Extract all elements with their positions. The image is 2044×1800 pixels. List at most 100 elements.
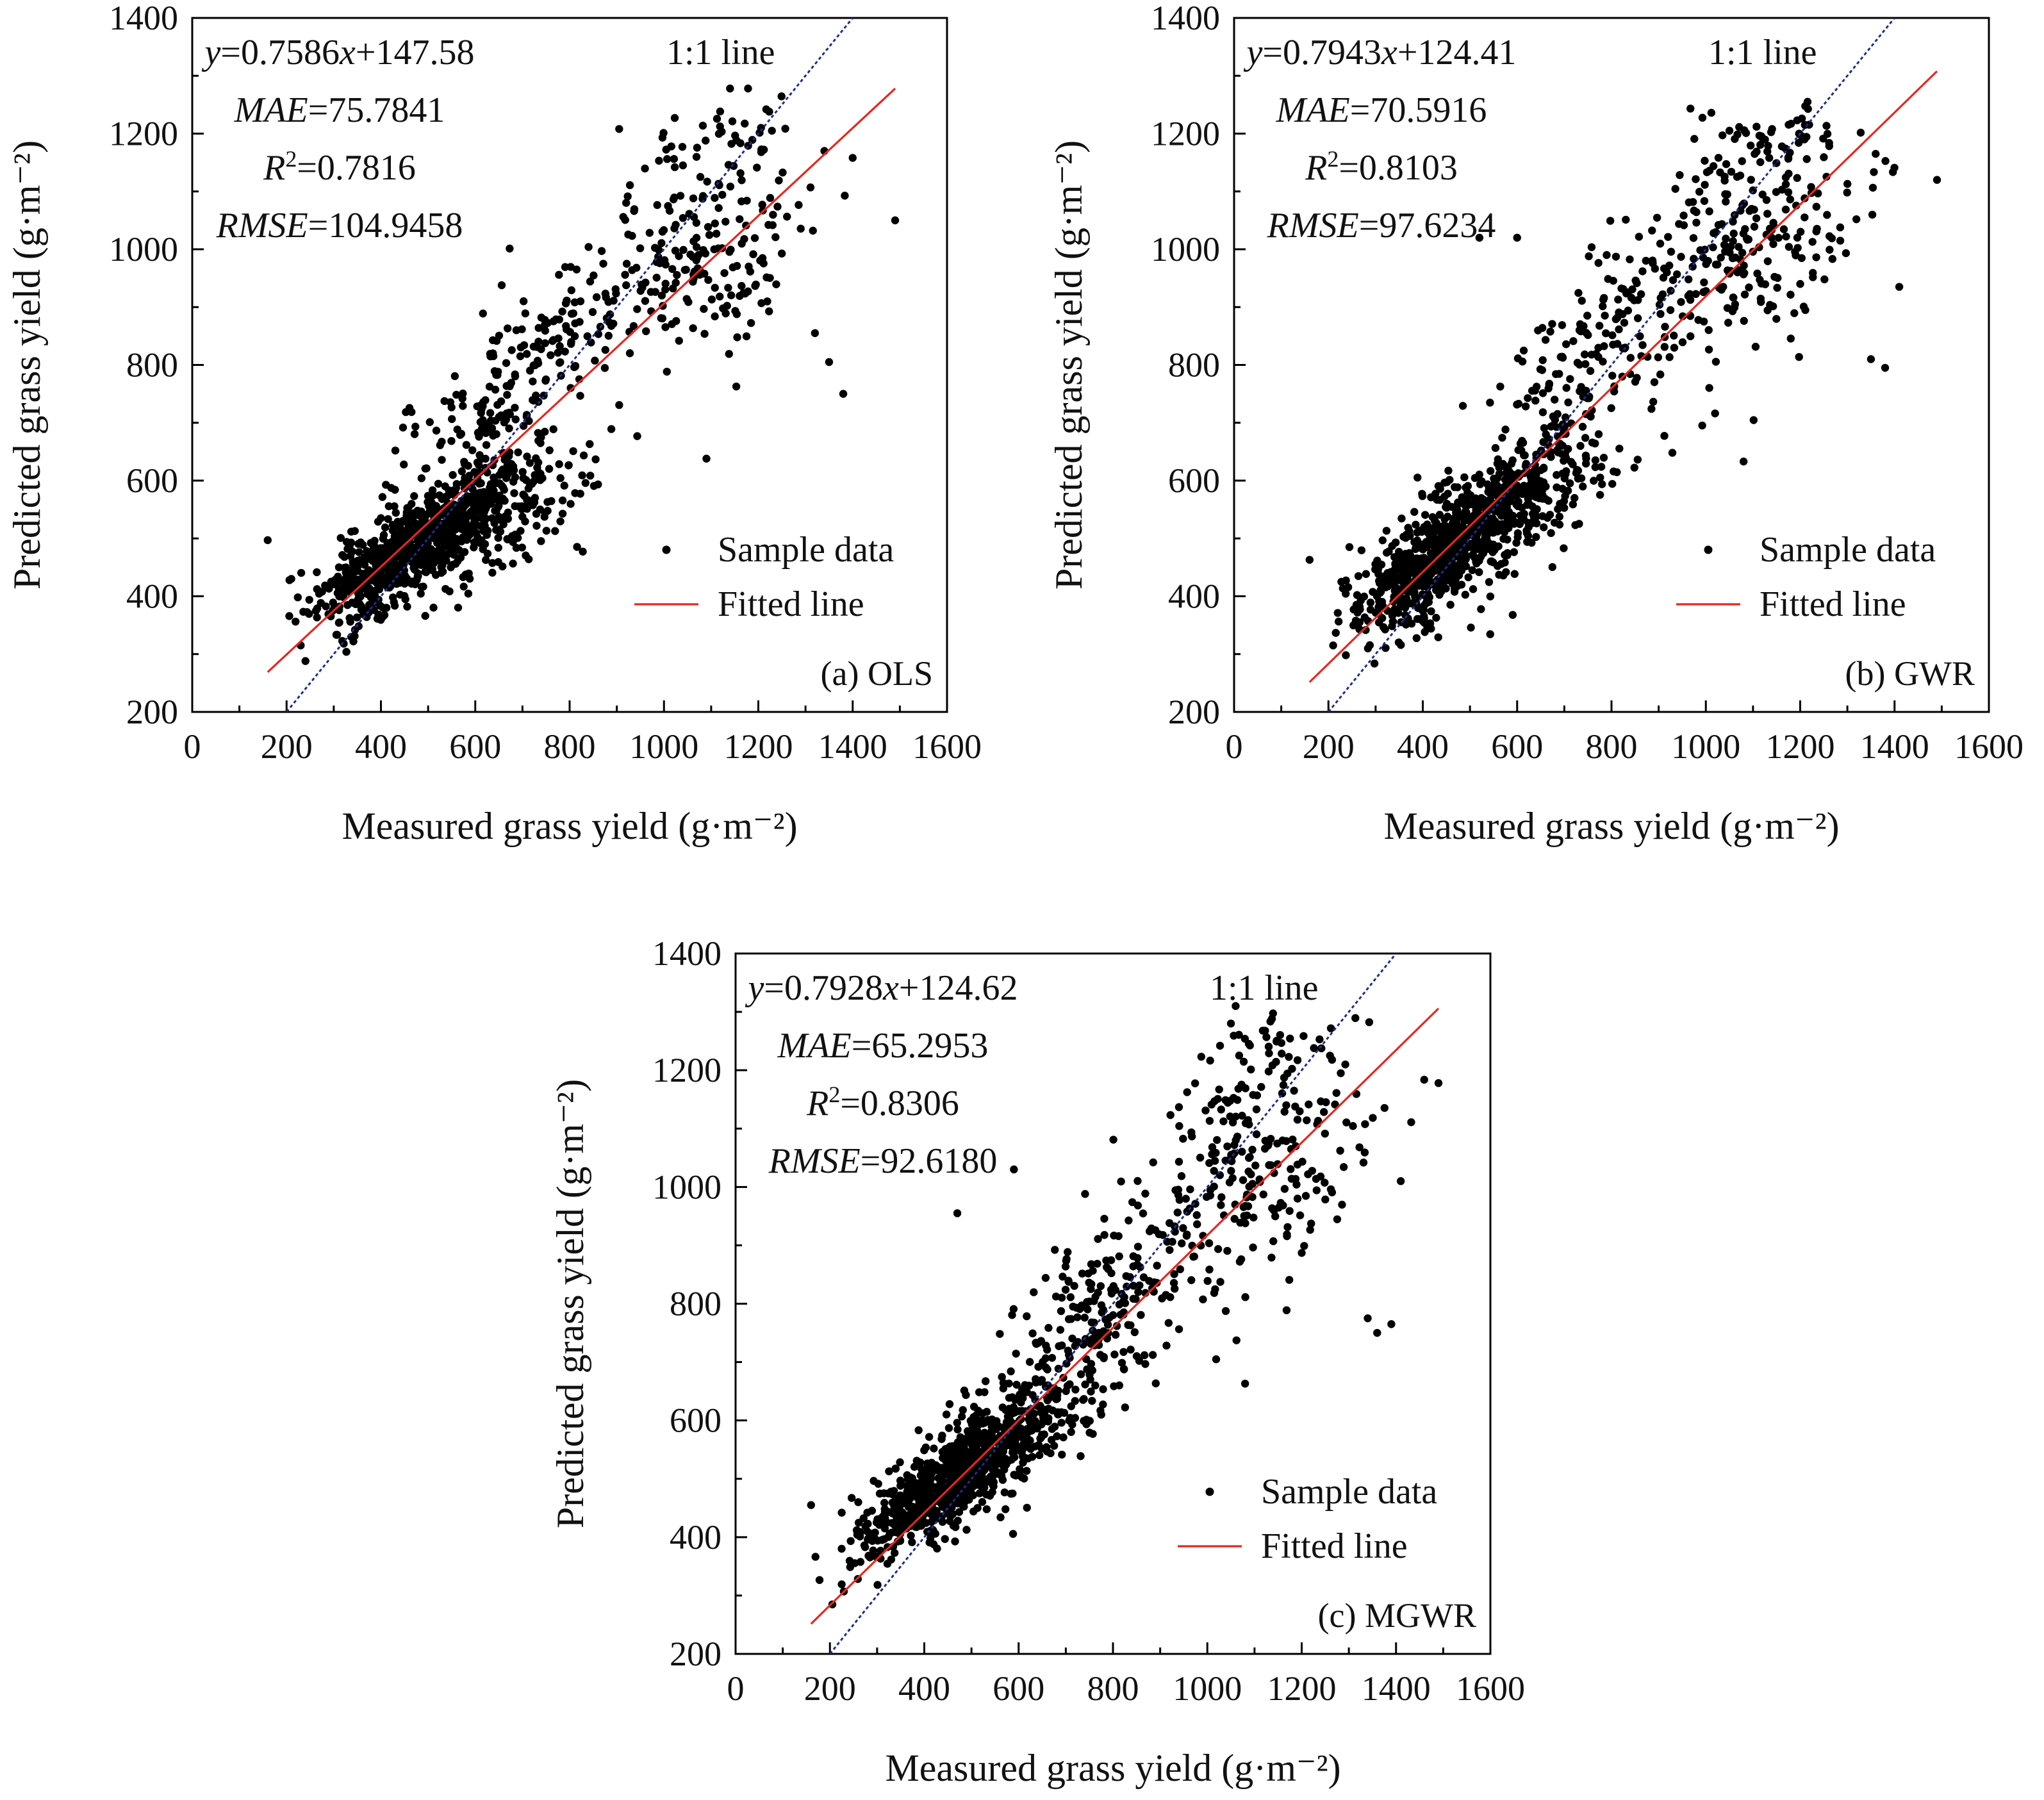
- sample-point: [297, 568, 306, 577]
- sample-point: [1723, 304, 1732, 312]
- sample-point: [1287, 1165, 1295, 1173]
- sample-point: [1668, 449, 1677, 457]
- sample-point: [475, 450, 484, 459]
- sample-point: [465, 574, 474, 583]
- sample-point: [1426, 619, 1435, 627]
- sample-point: [1545, 511, 1554, 519]
- sample-point: [356, 600, 364, 608]
- sample-point: [880, 1535, 889, 1543]
- sample-point: [1028, 1453, 1037, 1461]
- sample-point: [929, 1540, 938, 1549]
- sample-point: [1016, 1424, 1025, 1433]
- sample-point: [990, 1469, 999, 1478]
- sample-point: [1718, 220, 1726, 228]
- sample-point: [555, 460, 563, 468]
- sample-point: [479, 402, 487, 411]
- sample-point: [1292, 1142, 1300, 1150]
- sample-point: [1369, 1114, 1377, 1122]
- sample-point: [1517, 517, 1525, 526]
- sample-point: [1696, 246, 1704, 254]
- sample-point: [935, 1484, 944, 1492]
- sample-point: [1240, 1380, 1249, 1388]
- sample-point: [1076, 1370, 1085, 1378]
- sample-point: [1362, 570, 1371, 578]
- sample-point: [529, 342, 538, 351]
- sample-point: [1461, 502, 1470, 510]
- sample-point: [534, 359, 543, 368]
- sample-point: [1784, 243, 1793, 251]
- sample-point: [1470, 512, 1478, 520]
- sample-point: [1230, 1214, 1239, 1223]
- sample-point: [962, 1526, 971, 1534]
- sample-point: [1342, 1118, 1351, 1127]
- sample-point: [763, 297, 771, 306]
- sample-point: [736, 215, 744, 224]
- sample-point: [977, 1439, 985, 1448]
- sample-point: [699, 245, 707, 254]
- sample-point: [1740, 261, 1748, 270]
- sample-point: [1782, 232, 1790, 241]
- sample-point: [516, 343, 525, 352]
- sample-point: [1026, 1444, 1035, 1453]
- sample-point: [1814, 189, 1822, 198]
- sample-point: [476, 488, 484, 497]
- sample-point: [495, 525, 504, 534]
- sample-point: [399, 533, 408, 541]
- sample-point: [951, 1537, 959, 1546]
- sample-point: [1037, 1444, 1046, 1453]
- sample-point: [489, 491, 497, 500]
- sample-point: [877, 1519, 886, 1527]
- sample-point: [379, 531, 388, 540]
- sample-point: [670, 154, 679, 163]
- sample-point: [845, 1556, 854, 1565]
- sample-point: [464, 590, 473, 598]
- sample-point: [438, 567, 447, 576]
- sample-point: [1504, 467, 1513, 475]
- sample-point: [1513, 533, 1522, 541]
- sample-point: [927, 1458, 936, 1467]
- sample-point: [1149, 1158, 1157, 1167]
- sample-point: [1177, 1172, 1186, 1180]
- sample-point: [502, 359, 511, 367]
- sample-point: [1306, 1225, 1314, 1234]
- sample-point: [981, 1377, 990, 1385]
- sample-point: [953, 1209, 962, 1218]
- sample-point: [1057, 1408, 1066, 1417]
- sample-point: [1545, 434, 1553, 443]
- sample-point: [989, 1462, 998, 1470]
- r2-superscript: 2: [1327, 146, 1339, 172]
- sample-point: [1726, 242, 1735, 251]
- sample-point: [746, 318, 755, 327]
- sample-point: [1217, 1201, 1225, 1209]
- sample-point: [1578, 422, 1587, 431]
- sample-point: [477, 537, 485, 545]
- sample-point: [1700, 278, 1708, 286]
- sample-point: [1763, 210, 1772, 218]
- sample-point: [920, 1446, 928, 1455]
- sample-point: [1239, 1176, 1248, 1184]
- sample-point: [1608, 479, 1617, 488]
- sample-point: [1216, 1041, 1224, 1050]
- sample-point: [959, 1490, 968, 1499]
- sample-point: [1486, 399, 1494, 407]
- sample-point: [536, 470, 545, 478]
- sample-point: [861, 1543, 870, 1551]
- chart-panel-1: 0 200 400 600 800 1000 1200 1400 160020040060080…: [6, 0, 982, 847]
- sample-point: [1677, 298, 1685, 306]
- sample-point: [301, 657, 309, 665]
- sample-point: [988, 1488, 996, 1496]
- sample-point: [343, 570, 351, 579]
- sample-point: [1828, 254, 1837, 263]
- sample-point: [1763, 306, 1772, 315]
- sample-point: [555, 359, 564, 367]
- sample-point: [408, 408, 416, 417]
- mae-label: MAE: [234, 90, 308, 130]
- sample-point: [419, 582, 427, 591]
- sample-point: [1823, 211, 1831, 219]
- sample-point: [1406, 560, 1414, 568]
- sample-point: [1538, 408, 1547, 417]
- sample-point: [846, 1537, 855, 1546]
- sample-point: [421, 516, 429, 525]
- sample-point: [1576, 442, 1585, 450]
- sample-point: [1756, 158, 1765, 167]
